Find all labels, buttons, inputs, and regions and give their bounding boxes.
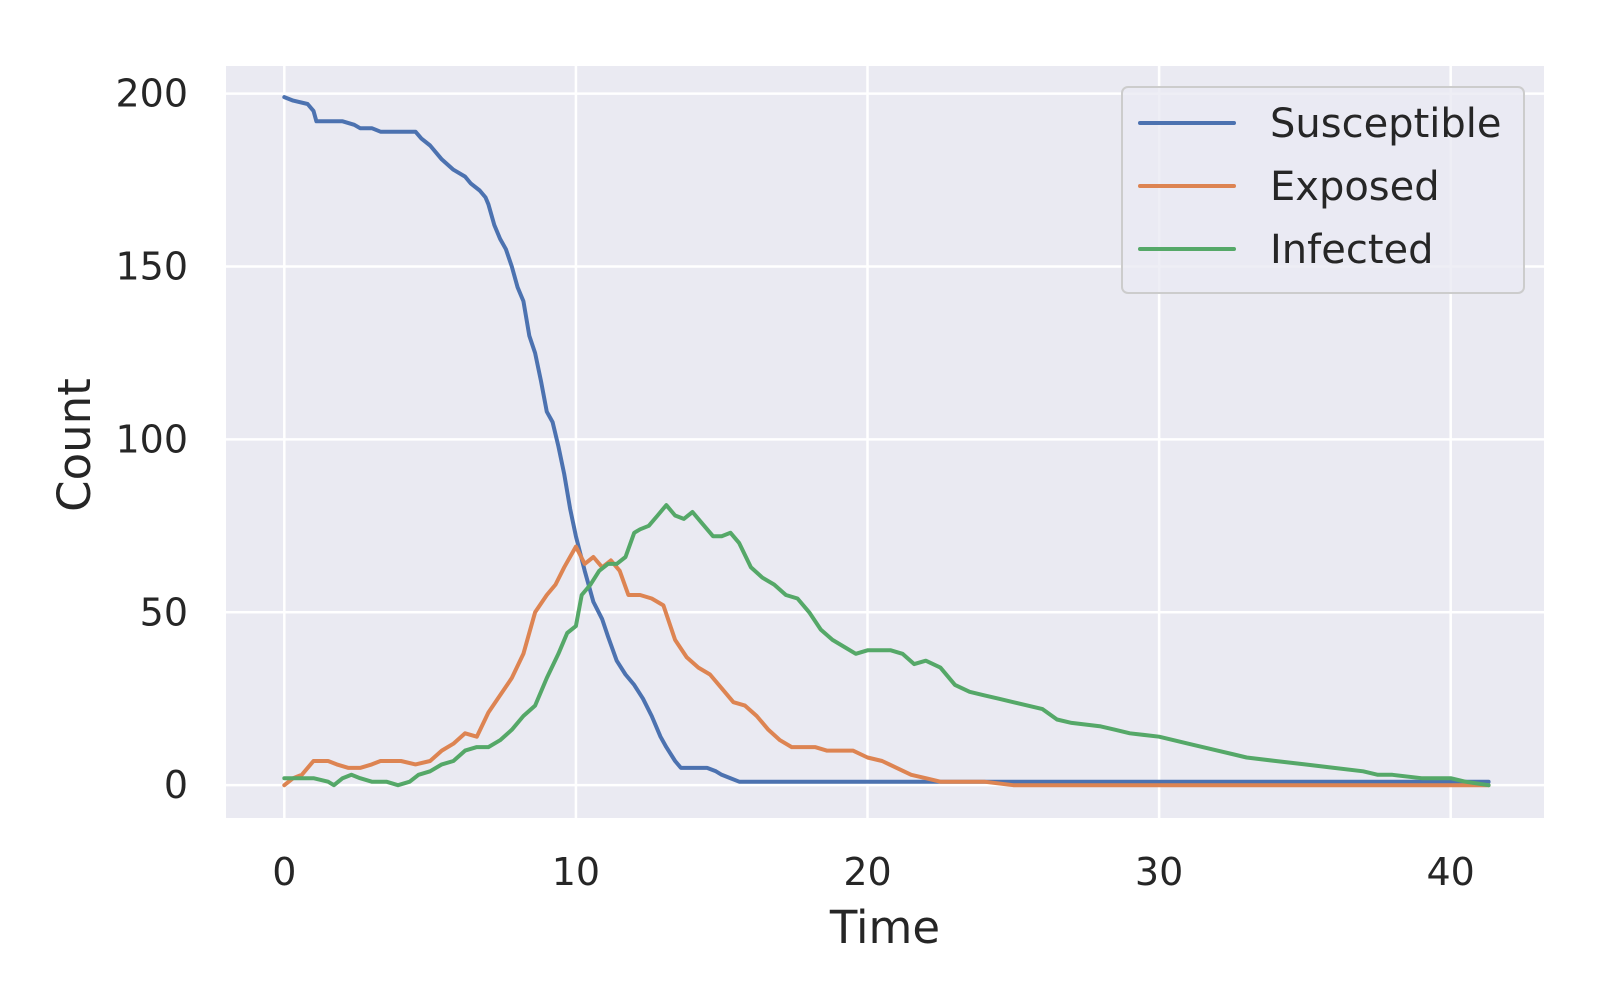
y-tick-labels: 0 50 100 150 200 — [115, 72, 188, 807]
legend-box — [1121, 86, 1525, 294]
legend-label-susceptible: Susceptible — [1270, 101, 1501, 147]
series-line-exposed — [282, 544, 1491, 788]
legend: Susceptible Exposed Infected — [1121, 86, 1525, 294]
series-lines — [282, 95, 1491, 788]
y-tick-label: 0 — [164, 763, 188, 807]
y-tick-label: 150 — [115, 245, 188, 289]
x-tick-label: 10 — [552, 850, 600, 894]
x-tick-label: 0 — [272, 850, 296, 894]
y-tick-label: 50 — [140, 590, 188, 634]
x-axis-label: Time — [829, 901, 940, 954]
legend-label-exposed: Exposed — [1270, 164, 1440, 210]
y-tick-label: 200 — [115, 72, 188, 116]
x-tick-label: 40 — [1427, 850, 1475, 894]
x-tick-labels: 0 10 20 30 40 — [272, 850, 1475, 894]
x-tick-label: 30 — [1135, 850, 1183, 894]
y-tick-label: 100 — [115, 417, 188, 461]
legend-label-infected: Infected — [1270, 227, 1434, 273]
x-tick-label: 20 — [843, 850, 891, 894]
y-axis-label: Count — [48, 378, 101, 512]
series-line-susceptible — [282, 95, 1491, 784]
series-line-infected — [282, 503, 1491, 788]
